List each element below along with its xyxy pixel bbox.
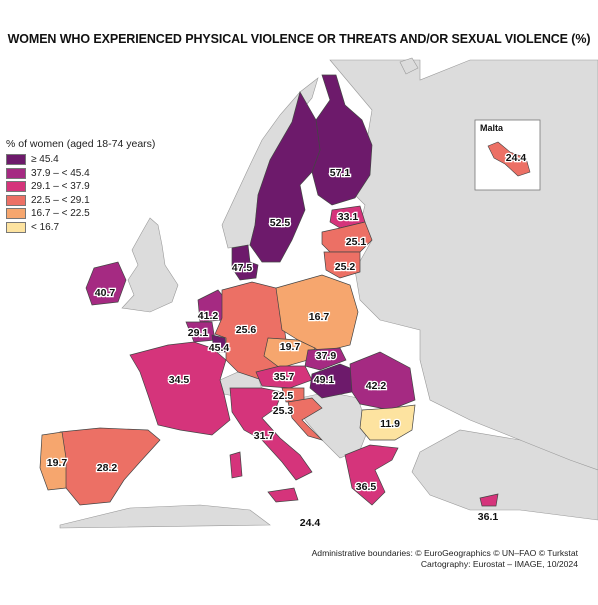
label-france: 34.5: [169, 374, 190, 386]
label-romania: 42.2: [366, 380, 387, 392]
label-bulgaria: 11.9: [380, 418, 400, 430]
map-title: WOMEN WHO EXPERIENCED PHYSICAL VIOLENCE …: [7, 32, 591, 46]
north-africa: [59, 504, 271, 529]
label-lithuania: 25.2: [335, 261, 356, 273]
country-sardinia[interactable]: [229, 451, 243, 479]
uk: [121, 217, 179, 313]
label-finland: 57.1: [330, 167, 351, 179]
legend-swatch: [6, 208, 26, 219]
turkey: [411, 429, 598, 521]
legend-swatch: [6, 194, 26, 206]
legend-label: < 16.7: [31, 221, 60, 233]
country-cyprus[interactable]: [479, 493, 499, 507]
label-hungary: 49.1: [314, 374, 335, 386]
label-ireland: 40.7: [95, 287, 116, 299]
country-malta[interactable]: [487, 141, 531, 177]
label-denmark: 47.5: [232, 262, 253, 274]
country-france[interactable]: [129, 341, 231, 436]
label-greece: 36.5: [356, 481, 377, 493]
label-poland: 16.7: [309, 311, 330, 323]
label-malta-main: 24.4: [300, 517, 321, 529]
malta-inset: Malta 24.4: [474, 119, 541, 191]
label-slovenia: 22.5: [273, 390, 294, 402]
legend-label: 16.7 – < 22.5: [31, 208, 90, 219]
malta-value-label: 24.4: [506, 152, 527, 164]
country-lithuania[interactable]: [323, 251, 361, 279]
legend-swatch: [6, 221, 26, 233]
label-austria: 35.7: [274, 371, 295, 383]
country-ireland[interactable]: [85, 261, 127, 306]
legend-swatch: [6, 154, 26, 165]
label-germany: 25.6: [236, 324, 257, 336]
legend-label: ≥ 45.4: [31, 154, 59, 165]
country-greece[interactable]: [344, 444, 399, 506]
malta-inset-title: Malta: [480, 123, 504, 133]
label-luxembourg: 45.4: [209, 342, 230, 354]
country-denmark[interactable]: [231, 244, 259, 281]
label-italy: 31.7: [254, 430, 275, 442]
country-portugal[interactable]: [39, 431, 67, 491]
country-romania[interactable]: [349, 351, 416, 411]
country-latvia[interactable]: [321, 221, 373, 253]
legend: % of women (aged 18-74 years) ≥ 45.4 37.…: [6, 138, 155, 234]
credits: Administrative boundaries: © EuroGeograp…: [312, 548, 578, 570]
country-sweden[interactable]: [249, 91, 321, 263]
label-belgium: 29.1: [188, 327, 209, 339]
country-croatia[interactable]: [287, 397, 324, 441]
country-italy[interactable]: [229, 387, 313, 481]
country-sicily[interactable]: [267, 487, 299, 503]
iceland-shape: [399, 57, 419, 75]
label-slovakia: 37.9: [316, 350, 337, 362]
label-spain: 28.2: [97, 462, 118, 474]
label-portugal: 19.7: [47, 457, 68, 469]
legend-item: 16.7 – < 22.5: [6, 207, 155, 220]
legend-item: ≥ 45.4: [6, 153, 155, 166]
label-estonia: 33.1: [338, 211, 359, 223]
legend-swatch: [6, 167, 26, 179]
credit-boundaries: Administrative boundaries: © EuroGeograp…: [311, 548, 578, 558]
russia-region: [329, 59, 598, 471]
country-slovakia[interactable]: [304, 347, 347, 371]
legend-title: % of women (aged 18-74 years): [6, 138, 156, 150]
label-latvia: 25.1: [346, 236, 367, 248]
label-czechia: 19.7: [280, 341, 301, 353]
legend-item: 22.5 – < 29.1: [6, 194, 155, 207]
legend-swatch: [6, 181, 26, 192]
legend-item: 29.1 – < 37.9: [6, 180, 155, 193]
label-netherlands: 41.2: [198, 310, 219, 322]
legend-item: 37.9 – < 45.4: [6, 167, 155, 180]
legend-label: 37.9 – < 45.4: [31, 167, 90, 179]
label-croatia: 25.3: [273, 405, 294, 417]
legend-label: 22.5 – < 29.1: [31, 194, 90, 206]
eu-countries: [39, 74, 499, 507]
credit-cartography: Cartography: Eurostat – IMAGE, 10/2024: [420, 559, 578, 569]
country-poland[interactable]: [275, 274, 359, 353]
legend-label: 29.1 – < 37.9: [31, 181, 90, 192]
country-bulgaria[interactable]: [359, 404, 416, 441]
legend-item: < 16.7: [6, 221, 155, 234]
label-cyprus: 36.1: [478, 511, 499, 523]
label-sweden: 52.5: [270, 217, 291, 229]
value-labels: 57.1 52.5 33.1 25.1 25.2 47.5 40.7 41.2 …: [45, 166, 499, 531]
